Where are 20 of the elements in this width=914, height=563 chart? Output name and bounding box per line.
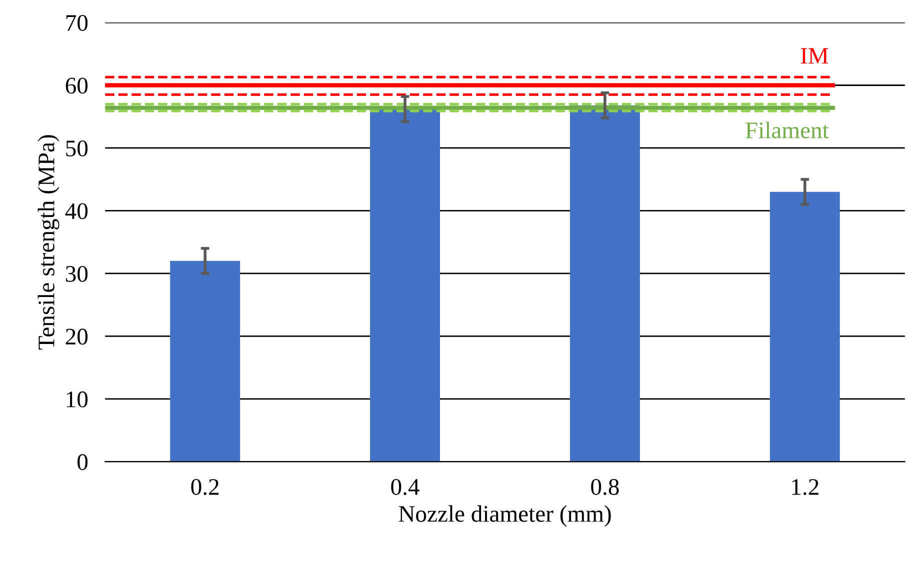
- y-tick-label: 40: [65, 203, 88, 220]
- y-tick-label: 0: [78, 454, 88, 470]
- x-tick-label: 0.8: [591, 479, 619, 496]
- bar: [370, 109, 440, 462]
- y-tick-label: 30: [66, 266, 88, 282]
- ref-line-label: Filament: [746, 122, 829, 138]
- bar: [170, 260, 240, 462]
- x-tick-label: 0.2: [191, 479, 219, 496]
- y-tick-label: 60: [66, 78, 88, 94]
- bar: [770, 192, 840, 462]
- y-tick-label: 70: [66, 15, 88, 31]
- y-axis-title: Tensile strength (MPa): [38, 135, 60, 350]
- x-tick-label: 0.4: [391, 479, 420, 496]
- y-tick-label: 20: [66, 328, 88, 345]
- x-axis-title: Nozzle diameter (mm): [398, 505, 611, 527]
- ref-line-label: IM: [800, 48, 828, 64]
- x-tick-label: 1.2: [792, 479, 818, 496]
- y-tick-label: 50: [66, 140, 88, 156]
- y-tick-label: 10: [66, 391, 88, 408]
- bar: [570, 105, 640, 462]
